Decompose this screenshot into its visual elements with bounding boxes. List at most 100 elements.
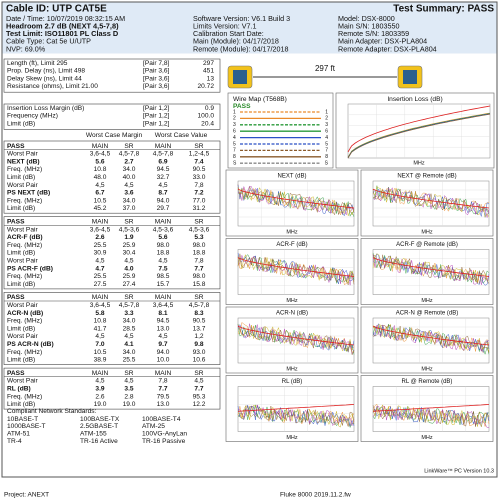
- pin-left: 3: [233, 122, 236, 128]
- pin-left: 7: [233, 148, 236, 154]
- standard: 10BASE-T: [7, 416, 38, 423]
- limit-curve: [372, 404, 490, 412]
- cell: Worst Pair: [7, 151, 38, 158]
- cell: 79.5: [157, 393, 170, 400]
- cell: 4,5-3,6: [153, 226, 174, 233]
- cell: Worst Pair: [7, 226, 38, 233]
- software-version: LinkWare™ PC Version 10.3: [424, 468, 494, 474]
- cell: 2.6: [95, 234, 104, 241]
- plot-title: ACR-F @ Remote (dB): [396, 242, 458, 248]
- cell: 9.8: [194, 341, 203, 348]
- measured-curve: [372, 185, 490, 215]
- cell: 10.8: [94, 318, 107, 325]
- cell: 31.2: [193, 205, 206, 212]
- standard: ATM-51: [7, 431, 30, 438]
- cell: 10.5: [94, 349, 107, 356]
- cell: 7.7: [158, 385, 167, 392]
- cell: 94.0: [157, 197, 170, 204]
- measured-curve: [372, 323, 490, 353]
- pin-right: 2: [325, 116, 328, 122]
- cell: 3.6: [124, 190, 133, 197]
- cell: 7.0: [95, 341, 104, 348]
- cell: Freq. (MHz): [7, 166, 42, 173]
- cell: 8.7: [158, 190, 167, 197]
- cell: 1,2-4,5: [189, 151, 210, 158]
- row-pair: [Pair 3,6]: [143, 83, 170, 90]
- cell: 7,8: [194, 182, 203, 189]
- limit-curve: [372, 325, 490, 346]
- row-label: Delay Skew (ns), Limit 44: [7, 75, 82, 82]
- table-box: [3, 367, 221, 410]
- standard: 100VG-AnyLan: [142, 431, 187, 438]
- header-band: [2, 2, 497, 54]
- measured-curve: [237, 187, 355, 217]
- column-head: SR: [194, 294, 203, 301]
- row-value: 20.72: [197, 83, 214, 90]
- plot-title: ACR-F (dB): [276, 242, 307, 248]
- cell: 7,8: [158, 378, 167, 385]
- standard: TR-16 Passive: [142, 438, 186, 445]
- row-label: Prop. Delay (ns), Limit 498: [7, 68, 85, 75]
- cell: 90.5: [193, 166, 206, 173]
- column-head: SR: [124, 370, 133, 377]
- cell: 4,5: [124, 182, 133, 189]
- cell: 3.5: [124, 385, 133, 392]
- cell: 30.9: [94, 250, 107, 257]
- standard: TR-16 Active: [80, 438, 118, 445]
- insertion-loss-title: Insertion Loss (dB): [387, 96, 442, 103]
- table-box: [3, 292, 221, 365]
- measured-curve: [372, 324, 490, 356]
- cell: ACR-N (dB): [7, 310, 43, 317]
- row-label: Frequency (MHz): [7, 113, 58, 120]
- cell: RL (dB): [7, 385, 31, 392]
- column-head: MAIN: [155, 370, 172, 377]
- cell: 10.8: [94, 166, 107, 173]
- cell: 7.2: [194, 190, 203, 197]
- measured-curve: [347, 113, 491, 159]
- plot-area: [237, 317, 355, 364]
- plot-area: [237, 386, 355, 432]
- pin-left: S: [233, 161, 237, 167]
- header-field: Main (Module): 04/17/2018: [193, 37, 279, 46]
- column-head: SR: [124, 294, 133, 301]
- main-unit-screen: [233, 70, 247, 84]
- measured-curve: [372, 324, 490, 352]
- header-field: Limits Version: V7.1: [193, 22, 257, 31]
- pin-right: 7: [325, 148, 328, 154]
- cell: 4,5: [124, 257, 133, 264]
- test-summary: Test Summary: PASS: [393, 4, 494, 15]
- wire-map-title: Wire Map (T568B): [233, 96, 287, 103]
- row-value: 13: [207, 75, 215, 82]
- cell: 13.0: [157, 401, 170, 408]
- row-pair: [Pair 3,6]: [143, 68, 170, 75]
- cell: 2.6: [95, 393, 104, 400]
- cell: 1.9: [124, 234, 133, 241]
- measured-curve: [237, 404, 355, 429]
- cell: 2.8: [124, 393, 133, 400]
- column-head: PASS: [7, 218, 25, 225]
- standard: 2.5GBASE-T: [80, 423, 118, 430]
- cell: 93.0: [193, 349, 206, 356]
- pin-right: 6: [325, 129, 328, 135]
- cell: 7,8: [194, 257, 203, 264]
- cell: 28.5: [123, 325, 136, 332]
- cell: 4,5: [124, 333, 133, 340]
- cell: 4,5-3,6: [119, 226, 140, 233]
- plot-title: ACR-N @ Remote (dB): [396, 311, 458, 317]
- plot-title: RL (dB): [282, 379, 302, 385]
- cell: 94.5: [157, 318, 170, 325]
- column-head: SR: [194, 143, 203, 150]
- cell: 18.8: [193, 250, 206, 257]
- x-unit: MHz: [421, 435, 433, 441]
- cell: Freq. (MHz): [7, 273, 42, 280]
- cell: Worst Pair: [7, 333, 38, 340]
- margin-heading: Worst Case Margin: [86, 132, 143, 139]
- cell: 27.5: [94, 281, 107, 288]
- header-field: Calibration Start Date:: [193, 29, 264, 38]
- measured-curve: [372, 405, 490, 427]
- row-label: Resistance (ohms), Limit 21.00: [7, 83, 98, 90]
- column-head: SR: [124, 218, 133, 225]
- cell: 30.4: [123, 250, 136, 257]
- cell: 4,5: [158, 182, 167, 189]
- remote-unit-screen: [403, 70, 417, 84]
